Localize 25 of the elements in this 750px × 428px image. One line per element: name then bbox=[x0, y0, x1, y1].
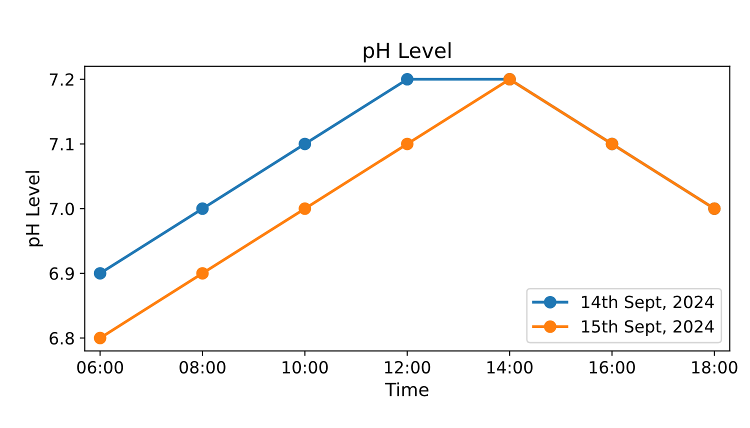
y-tick-label: 7.0 bbox=[50, 202, 74, 216]
y-tick-label: 6.8 bbox=[50, 332, 74, 345]
x-axis-title: Time bbox=[385, 382, 428, 396]
y-axis-title: pH Level bbox=[25, 171, 43, 246]
point bbox=[196, 267, 209, 280]
legend-label: 15th Sept, 2024 bbox=[582, 320, 714, 336]
point bbox=[94, 332, 106, 344]
x-tick-label: 06:00 bbox=[77, 360, 124, 374]
x-tick-label: 16:00 bbox=[590, 360, 635, 374]
legend-label: 14th Sept, 2024 bbox=[582, 295, 714, 312]
y-tick-label: 6.9 bbox=[50, 267, 74, 280]
point bbox=[401, 73, 414, 86]
y-tick-label: 7.2 bbox=[50, 73, 74, 86]
point bbox=[196, 202, 209, 215]
point bbox=[298, 138, 312, 150]
point bbox=[401, 138, 414, 150]
x-tick-label: 14:00 bbox=[487, 360, 533, 374]
point bbox=[298, 202, 312, 215]
chart-title: pH Level bbox=[364, 42, 451, 62]
x-tick-label: 18:00 bbox=[692, 360, 738, 374]
point bbox=[94, 267, 106, 280]
x-tick-label: 12:00 bbox=[385, 360, 430, 374]
x-tick-label: 08:00 bbox=[180, 360, 226, 374]
x-tick-label: 10:00 bbox=[282, 360, 328, 374]
y-tick-label: 7.1 bbox=[50, 138, 74, 150]
